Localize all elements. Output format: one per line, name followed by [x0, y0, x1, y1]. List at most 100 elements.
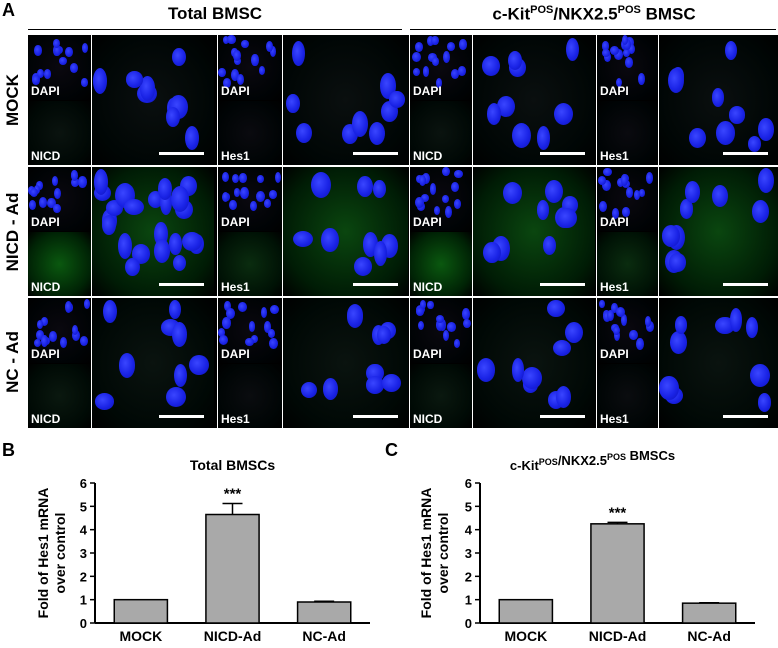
nucleus — [286, 94, 300, 114]
nucleus — [758, 167, 775, 193]
nucleus — [431, 36, 439, 46]
panel-letter-c: C — [385, 440, 398, 460]
bar-mock — [498, 598, 554, 624]
nucleus — [427, 300, 434, 310]
stain-label-nicd: NICD — [413, 149, 443, 163]
y-tick-label: 5 — [465, 499, 472, 514]
small-tile-dapi: DAPI — [597, 35, 658, 100]
small-tile-dapi: DAPI — [597, 167, 658, 231]
nucleus — [496, 95, 515, 117]
nucleus — [182, 232, 202, 252]
nucleus — [564, 321, 584, 344]
nucleus — [265, 41, 274, 53]
nucleus — [365, 376, 384, 394]
stain-label-hes1: Hes1 — [600, 412, 629, 426]
nucleus — [225, 308, 235, 320]
small-tile-hes1: Hes1 — [597, 101, 658, 165]
tile-divider — [409, 35, 410, 428]
nucleus — [35, 330, 45, 341]
nucleus — [376, 325, 391, 344]
chart-title: c-KitPOS/NKX2.5POS BMSCs — [510, 450, 675, 473]
nucleus — [522, 366, 542, 390]
nucleus — [227, 35, 236, 44]
x-tick-label: MOCK — [504, 628, 547, 644]
significance-annotation: *** — [224, 486, 242, 503]
row-label-mock: MOCK — [3, 74, 22, 126]
nucleus — [689, 128, 707, 148]
nucleus — [219, 334, 229, 345]
nucleus — [158, 178, 172, 200]
y-tick-label: 2 — [465, 569, 472, 584]
nucleus — [661, 224, 681, 247]
nucleus — [442, 329, 450, 342]
nucleus — [419, 174, 427, 187]
y-tick-label: 6 — [465, 476, 472, 491]
nucleus — [258, 65, 266, 75]
nucleus — [69, 63, 78, 73]
small-tile-hes1: Hes1 — [218, 232, 282, 296]
scale-bar — [159, 415, 204, 418]
nucleus — [620, 314, 628, 326]
nucleus — [356, 176, 373, 198]
nucleus — [153, 239, 170, 263]
small-tile-hes1: Hes1 — [597, 232, 658, 296]
nucleus — [415, 307, 425, 316]
y-tick-label: 5 — [80, 499, 87, 514]
nucleus — [275, 171, 282, 183]
y-tick-label: 3 — [465, 546, 472, 561]
chart-total-bmscs: Total BMSCs Fold of Hes1 mRNAover control… — [35, 457, 370, 644]
row-label-nicd-ad: NICD - Ad — [3, 192, 22, 272]
nucleus — [368, 121, 385, 145]
nucleus — [41, 335, 48, 348]
nucleus — [614, 49, 624, 60]
stain-label-dapi: DAPI — [600, 84, 629, 98]
nucleus — [222, 192, 230, 203]
nucleus — [296, 122, 313, 144]
stain-label-hes1: Hes1 — [221, 280, 250, 294]
nucleus — [101, 214, 116, 236]
x-tick-label: NICD-Ad — [589, 628, 647, 644]
nucleus — [483, 241, 501, 263]
nucleus — [184, 126, 199, 150]
scale-bar — [540, 415, 585, 418]
nucleus — [617, 178, 624, 188]
nucleus — [598, 176, 607, 185]
nucleus — [601, 41, 610, 51]
nucleus — [82, 43, 89, 53]
nucleus — [436, 319, 446, 331]
nucleus — [646, 171, 654, 184]
nucleus — [233, 56, 242, 66]
nucleus — [565, 37, 579, 62]
nucleus — [40, 316, 48, 326]
stain-label-dapi: DAPI — [413, 347, 442, 361]
group-title-total: Total BMSC — [167, 4, 263, 23]
nucleus — [659, 375, 679, 401]
nucleus — [92, 68, 107, 94]
nucleus — [240, 187, 249, 199]
stain-label-nicd: NICD — [31, 412, 61, 426]
nucleus — [757, 392, 772, 412]
nucleus — [481, 55, 501, 76]
nucleus — [389, 91, 405, 108]
nucleus — [124, 198, 144, 215]
nucleus — [83, 298, 91, 309]
nucleus — [117, 233, 132, 259]
nucleus — [321, 227, 339, 253]
scale-bar — [353, 415, 398, 418]
nucleus — [622, 35, 629, 46]
scale-bar — [723, 415, 768, 418]
nucleus — [511, 357, 525, 382]
stain-label-dapi: DAPI — [600, 347, 629, 361]
nucleus — [269, 190, 277, 199]
group-underline-total — [28, 29, 402, 30]
nucleus — [166, 107, 180, 128]
nucleus — [623, 38, 631, 50]
nucleus — [679, 199, 694, 219]
nucleus — [669, 253, 686, 272]
nucleus — [189, 354, 210, 376]
nucleus — [248, 321, 256, 332]
nucleus — [728, 106, 746, 124]
merged-tile — [473, 298, 595, 428]
nucleus — [414, 41, 424, 53]
small-tile-dapi: DAPI — [410, 298, 472, 363]
